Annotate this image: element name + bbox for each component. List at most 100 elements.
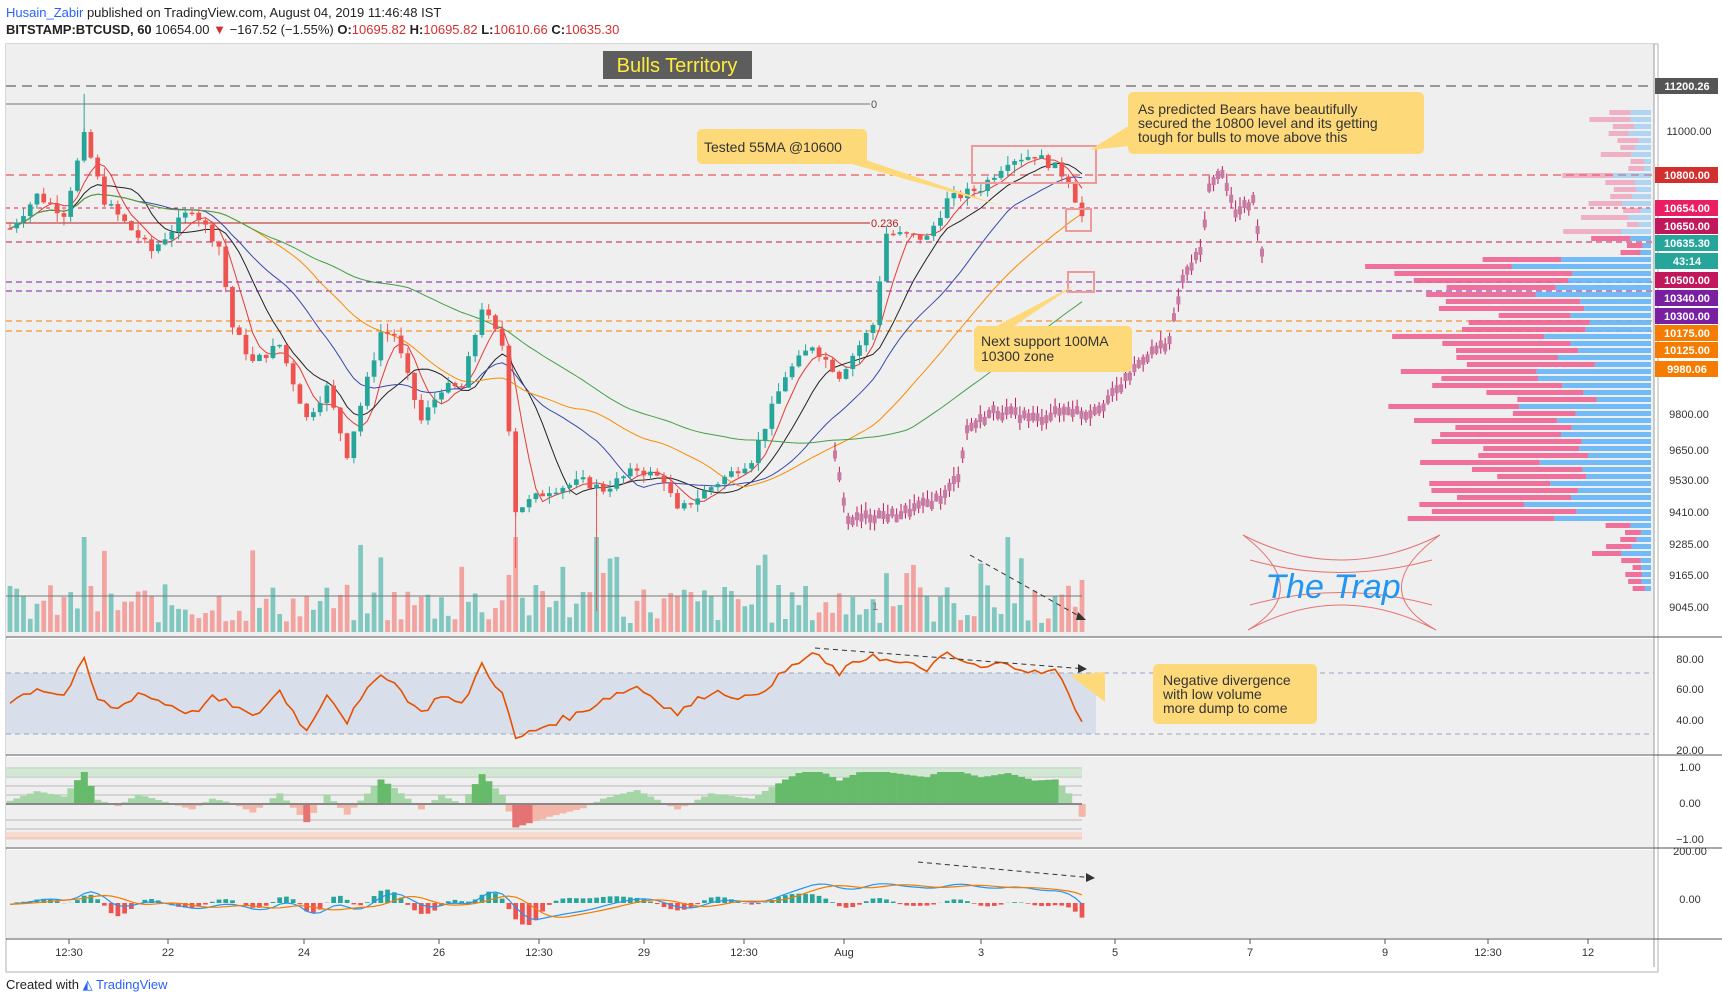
vp-bar-buy bbox=[1571, 495, 1651, 500]
volume-bar bbox=[553, 600, 559, 632]
osc-bar bbox=[633, 790, 641, 804]
macd-hist-bar bbox=[371, 896, 377, 903]
moving-average-line bbox=[9, 157, 1083, 503]
projection-bar bbox=[965, 425, 970, 434]
vp-bar-sell bbox=[1580, 215, 1629, 220]
candle-body bbox=[236, 327, 242, 335]
candle-body bbox=[466, 356, 471, 388]
projection-bar bbox=[1198, 246, 1203, 255]
macd-tick: 200.00 bbox=[1673, 846, 1707, 858]
osc-bar bbox=[242, 804, 250, 810]
vp-bar-sell bbox=[1440, 432, 1561, 437]
vp-bar-sell bbox=[1606, 544, 1632, 549]
volume-bar bbox=[338, 594, 343, 632]
macd-hist-bar bbox=[654, 903, 660, 905]
tradingview-logo-icon[interactable]: ◭ bbox=[82, 977, 93, 992]
candle-body bbox=[1072, 183, 1078, 203]
projection-bar bbox=[929, 501, 934, 510]
symbol-label: BITSTAMP:BTCUSD, 60 bbox=[6, 22, 152, 37]
macd-hist-bar bbox=[796, 893, 802, 903]
vp-bar-buy bbox=[1524, 502, 1651, 507]
price-tick: 9410.00 bbox=[1669, 507, 1709, 519]
macd-hist-bar bbox=[762, 902, 768, 903]
osc-bar bbox=[734, 796, 742, 804]
macd-hist-bar bbox=[331, 896, 336, 903]
volume-bar bbox=[735, 599, 741, 632]
vp-bar-sell bbox=[1455, 425, 1572, 430]
macd-hist-bar bbox=[81, 895, 87, 903]
projection-bar bbox=[1185, 266, 1190, 275]
vp-bar-buy bbox=[1568, 278, 1651, 283]
projection-bar bbox=[947, 482, 952, 491]
price-tag bbox=[1655, 200, 1718, 216]
osc-bar bbox=[417, 804, 425, 810]
volume-bar bbox=[836, 593, 842, 632]
candle-body bbox=[762, 428, 768, 441]
candle-body bbox=[1025, 157, 1031, 160]
macd-hist-bar bbox=[338, 895, 343, 903]
down-arrow-icon: ▼ bbox=[213, 22, 227, 37]
macd-hist-bar bbox=[870, 898, 876, 903]
candle-body bbox=[203, 220, 208, 225]
candle-body bbox=[756, 440, 761, 464]
volume-bar bbox=[843, 614, 849, 632]
candle-body bbox=[243, 334, 249, 355]
volume-bar bbox=[877, 622, 883, 632]
projection-bar bbox=[1092, 406, 1097, 415]
candle-body bbox=[614, 478, 620, 489]
vp-bar-buy bbox=[1580, 299, 1651, 304]
volume-bar bbox=[486, 619, 492, 632]
candle-body bbox=[68, 190, 74, 217]
vp-bar-buy bbox=[1641, 572, 1651, 577]
projection-bar bbox=[1053, 406, 1058, 415]
candle-body bbox=[904, 232, 910, 234]
osc-bar bbox=[1044, 779, 1052, 804]
volume-bar bbox=[884, 573, 889, 632]
projection-bar bbox=[1242, 200, 1247, 209]
projection-bar bbox=[1075, 406, 1080, 415]
x-tick-label: 12:30 bbox=[525, 947, 553, 959]
volume-bar bbox=[324, 587, 330, 632]
osc-bar bbox=[755, 794, 763, 804]
volume-bar bbox=[695, 601, 701, 632]
projection-bar bbox=[1127, 372, 1132, 381]
candle-body bbox=[297, 384, 303, 404]
volume-bar bbox=[863, 609, 869, 632]
volume-bar bbox=[648, 612, 653, 632]
vp-bar-sell bbox=[1600, 152, 1632, 157]
volume-bar bbox=[911, 564, 916, 632]
macd-signal-line bbox=[9, 884, 1083, 918]
price-tag bbox=[1655, 78, 1718, 94]
price-tag bbox=[1655, 218, 1718, 234]
osc-bar bbox=[761, 790, 769, 804]
vp-bar-sell bbox=[1394, 271, 1573, 276]
vp-bar-buy bbox=[1560, 432, 1651, 437]
macd-hist-bar bbox=[857, 903, 862, 905]
volume-bar bbox=[985, 585, 990, 632]
projection-bar bbox=[1070, 408, 1075, 417]
osc-bar bbox=[788, 776, 796, 804]
candle-body bbox=[931, 225, 937, 237]
vp-bar-buy bbox=[1612, 173, 1651, 178]
candle-body bbox=[654, 471, 660, 476]
volume-bar bbox=[358, 544, 363, 632]
tradingview-link[interactable]: TradingView bbox=[96, 977, 168, 992]
candle-body bbox=[877, 281, 883, 325]
price-tag-label: 10500.00 bbox=[1664, 275, 1710, 287]
author-link[interactable]: Husain_Zabir bbox=[6, 5, 84, 20]
osc-bar bbox=[451, 801, 459, 804]
price-tag bbox=[1655, 325, 1718, 341]
osc-bar bbox=[721, 795, 729, 804]
vp-bar-buy bbox=[1576, 509, 1651, 514]
vp-bar-sell bbox=[1446, 285, 1556, 290]
volume-bar bbox=[169, 605, 175, 632]
price-tag-label: 9980.06 bbox=[1667, 364, 1707, 376]
candle-body bbox=[573, 479, 579, 485]
volume-bar bbox=[587, 592, 593, 632]
macd-hist-bar bbox=[573, 898, 579, 903]
trap-drawing bbox=[1242, 534, 1441, 631]
macd-hist-bar bbox=[243, 903, 249, 906]
candle-body bbox=[445, 382, 451, 393]
created-with-text: Created with bbox=[6, 977, 79, 992]
